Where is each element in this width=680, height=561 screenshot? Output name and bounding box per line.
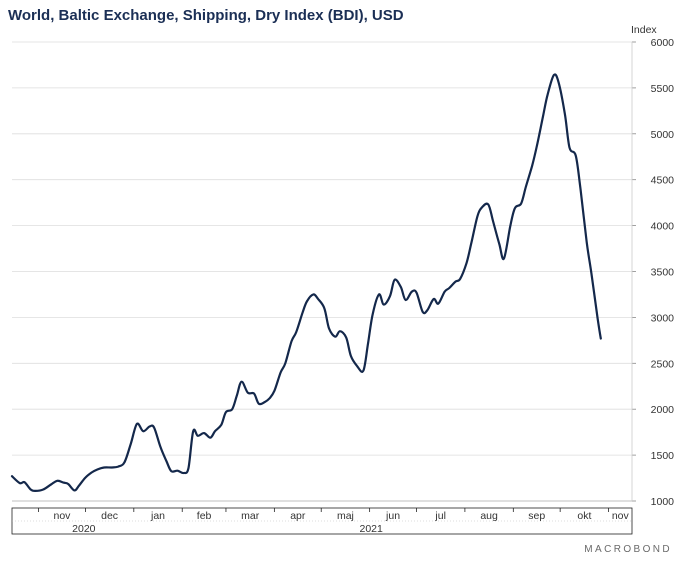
series-line-bdi [10,73,602,493]
macrobond-logo: MACROBOND [584,544,672,555]
y-tick-label: 2000 [651,404,675,416]
x-tick-label: jan [150,510,165,522]
y-tick-label: 3000 [651,312,675,324]
y-tick-label: 1500 [651,450,675,462]
x-tick-label: okt [577,510,591,522]
x-tick-label: jun [385,510,400,522]
y-tick-label: 5000 [651,129,675,141]
x-tick-label: jul [434,510,446,522]
chart-title: World, Baltic Exchange, Shipping, Dry In… [8,7,404,24]
y-axis-unit-label: Index [631,24,657,36]
x-year-label: 2020 [72,523,96,535]
x-axis-ticks [38,508,609,512]
x-tick-label: apr [290,510,306,522]
y-tick-label: 2500 [651,358,675,370]
x-year-label: 2021 [360,523,384,535]
x-tick-label: feb [197,510,212,522]
x-tick-label: sep [528,510,545,522]
y-tick-label: 1000 [651,496,675,508]
gridlines [12,41,632,502]
y-tick-label: 5500 [651,83,675,95]
x-tick-label: maj [337,510,354,522]
y-tick-label: 6000 [651,37,675,49]
y-tick-label: 3500 [651,267,675,279]
y-axis: 1000 1500 2000 2500 3000 3500 4000 4500 5000 5500… [631,37,675,508]
x-tick-label: aug [480,510,498,522]
x-axis-month-labels: nov dec jan feb mar apr maj jun jul aug sep okt nov [54,510,630,522]
x-tick-label: dec [101,510,118,522]
x-tick-label: mar [241,510,260,522]
x-tick-label: nov [54,510,72,522]
y-tick-label: 4000 [651,221,675,233]
x-tick-label: nov [612,510,630,522]
y-tick-label: 4500 [651,175,675,187]
x-axis-year-labels: 2020 2021 [72,523,383,535]
